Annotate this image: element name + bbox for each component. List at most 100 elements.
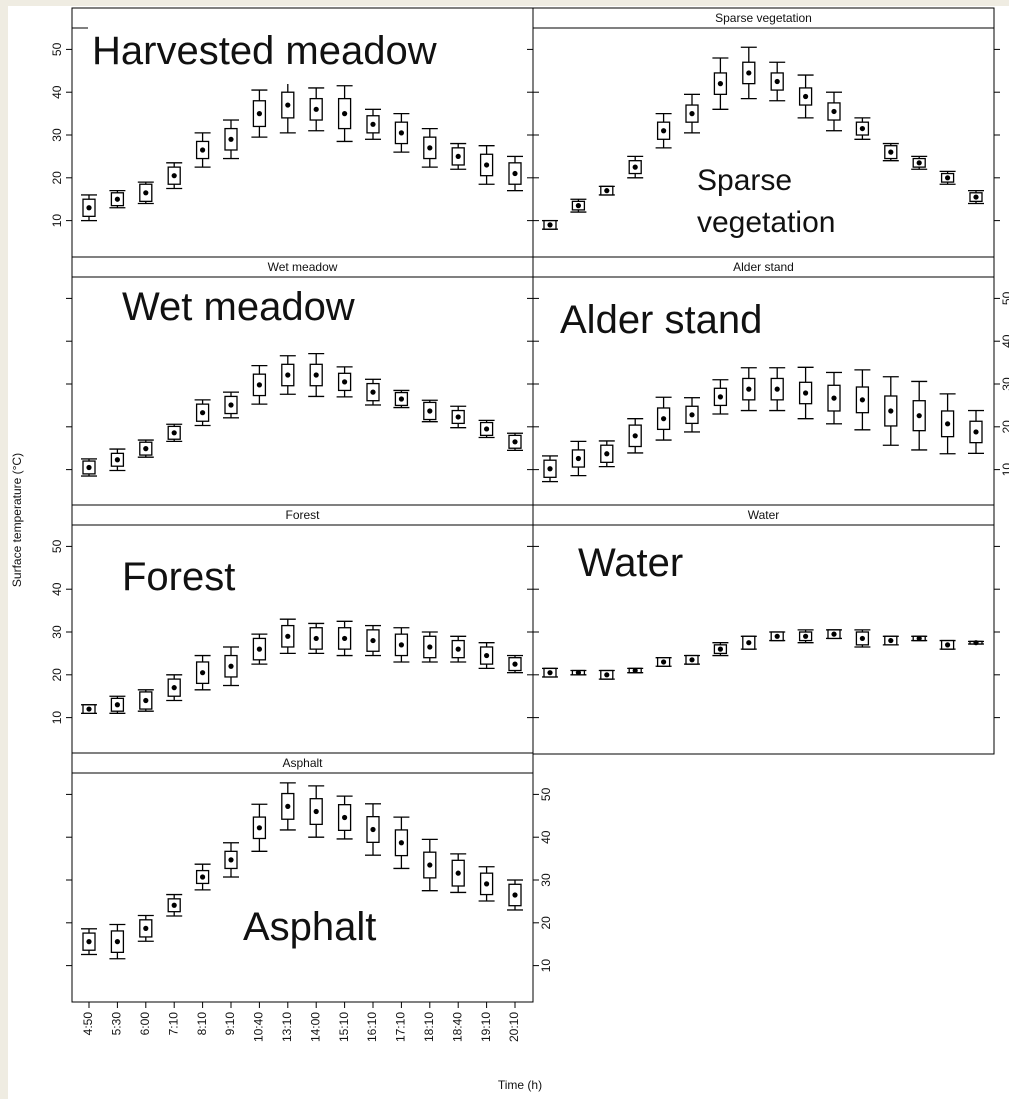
x-tick-label: 20:10 (507, 1012, 521, 1042)
mean-point (171, 173, 177, 179)
panel-frame (71, 772, 534, 1003)
mean-point (342, 635, 348, 642)
x-tick-label: 18:40 (450, 1012, 464, 1042)
y-tick-label: 50 (50, 539, 64, 553)
annotation: Water (578, 541, 683, 585)
mean-point (512, 661, 518, 667)
annotation: Sparse (697, 164, 792, 197)
x-tick-label: 19:10 (479, 1012, 493, 1042)
annotation: Asphalt (243, 905, 376, 949)
strip-title: Wet meadow (268, 260, 338, 274)
mean-point (256, 382, 262, 388)
y-tick-label: 40 (50, 85, 64, 99)
mean-point (313, 808, 319, 815)
mean-point (86, 464, 92, 471)
mean-point (143, 446, 149, 452)
mean-point (916, 413, 922, 419)
strip-title: Asphalt (282, 756, 323, 770)
mean-point (342, 814, 348, 821)
mean-point (143, 925, 149, 931)
mean-point (200, 147, 206, 153)
mean-point (200, 670, 206, 676)
mean-point (774, 386, 780, 392)
strip-title: Alder stand (733, 260, 794, 274)
x-tick-label: 17:10 (394, 1012, 408, 1042)
mean-point (285, 102, 291, 108)
mean-point (717, 394, 724, 400)
mean-point (114, 702, 120, 708)
annotation: Alder stand (560, 298, 762, 342)
mean-point (661, 659, 667, 665)
y-tick-label: 50 (539, 787, 553, 801)
mean-point (114, 939, 120, 945)
mean-point (888, 637, 894, 644)
mean-point (604, 672, 610, 678)
x-tick-label: 9:10 (223, 1012, 237, 1036)
mean-point (455, 646, 461, 652)
mean-point (398, 130, 404, 136)
y-tick-label: 50 (50, 42, 64, 56)
mean-point (370, 637, 376, 644)
panel-frame (532, 524, 995, 755)
mean-point (774, 78, 780, 85)
mean-point (746, 640, 752, 646)
mean-point (604, 451, 610, 457)
mean-point (200, 410, 206, 416)
mean-point (143, 190, 149, 196)
mean-point (859, 635, 866, 642)
mean-point (200, 874, 206, 880)
mean-point (512, 892, 518, 898)
mean-point (945, 175, 951, 181)
y-tick-label: 40 (50, 582, 64, 596)
y-tick-label: 50 (1000, 291, 1009, 305)
mean-point (114, 457, 120, 463)
y-tick-label: 20 (1000, 420, 1009, 434)
mean-point (455, 153, 461, 160)
y-tick-label: 10 (539, 959, 553, 973)
mean-point (632, 164, 638, 170)
y-tick-label: 10 (1000, 463, 1009, 477)
mean-point (916, 160, 922, 166)
y-tick-label: 30 (1000, 377, 1009, 391)
y-tick-label: 10 (50, 711, 64, 725)
strip-title: Water (748, 508, 780, 522)
mean-point (575, 203, 582, 209)
mean-point (859, 125, 866, 132)
strip-title: Sparse vegetation (715, 11, 812, 25)
mean-point (831, 395, 837, 401)
mean-point (370, 121, 376, 127)
y-tick-label: 40 (1000, 334, 1009, 348)
mean-point (945, 642, 951, 648)
x-tick-label: 6:00 (138, 1012, 152, 1036)
mean-point (859, 397, 866, 403)
mean-point (888, 408, 894, 414)
mean-point (803, 633, 809, 639)
mean-point (774, 633, 780, 639)
mean-point (632, 433, 638, 439)
mean-point (547, 222, 553, 228)
annotation: Harvested meadow (92, 29, 437, 73)
mean-point (285, 372, 291, 378)
x-tick-label: 18:10 (422, 1012, 436, 1042)
mean-point (916, 635, 922, 642)
mean-point (803, 390, 809, 396)
mean-point (427, 644, 433, 650)
mean-point (746, 386, 752, 392)
annotation: vegetation (697, 206, 835, 239)
mean-point (689, 111, 695, 117)
mean-point (143, 697, 149, 704)
annotation-box (88, 10, 540, 84)
mean-point (888, 149, 894, 155)
mean-point (86, 706, 92, 712)
mean-point (484, 162, 490, 168)
mean-point (256, 825, 262, 831)
mean-point (831, 108, 837, 115)
y-tick-label: 30 (50, 128, 64, 142)
mean-point (512, 439, 518, 445)
mean-point (689, 657, 695, 663)
y-tick-label: 20 (50, 171, 64, 185)
mean-point (973, 429, 979, 435)
mean-point (86, 205, 92, 211)
y-tick-label: 10 (50, 214, 64, 228)
